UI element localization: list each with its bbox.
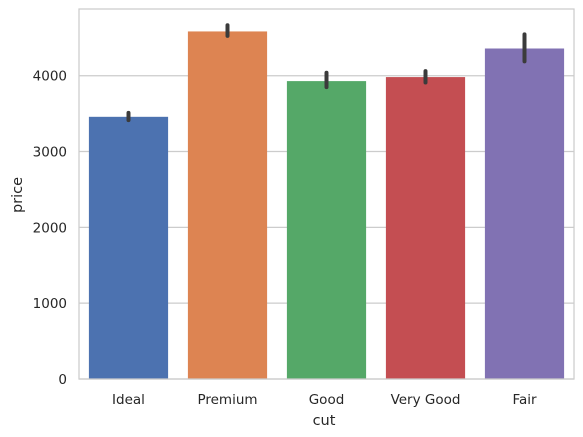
y-tick-label: 2000 bbox=[33, 220, 67, 236]
x-axis-label: cut bbox=[313, 413, 336, 429]
bar-premium bbox=[187, 31, 268, 379]
bar-fair bbox=[484, 48, 565, 380]
x-tick-label: Good bbox=[309, 392, 345, 408]
x-tick-label: Ideal bbox=[112, 392, 145, 408]
y-tick-label: 0 bbox=[58, 372, 67, 388]
plot-frame bbox=[78, 8, 575, 380]
y-tick-label: 3000 bbox=[33, 145, 67, 161]
x-tick-labels: Ideal Premium Good Very Good Fair bbox=[112, 392, 537, 408]
bar-ideal bbox=[88, 116, 169, 379]
error-bars bbox=[126, 23, 527, 123]
bar-good bbox=[286, 81, 367, 380]
x-tick-label: Fair bbox=[512, 392, 537, 408]
y-tick-label: 4000 bbox=[33, 69, 67, 85]
y-axis-label: price bbox=[10, 177, 26, 213]
x-tick-label: Premium bbox=[197, 392, 257, 408]
y-tick-label: 1000 bbox=[33, 296, 67, 312]
bar-very-good bbox=[385, 77, 466, 380]
bars bbox=[88, 31, 565, 380]
y-tick-labels: 0 1000 2000 3000 4000 bbox=[33, 69, 67, 388]
x-tick-label: Very Good bbox=[391, 392, 461, 408]
